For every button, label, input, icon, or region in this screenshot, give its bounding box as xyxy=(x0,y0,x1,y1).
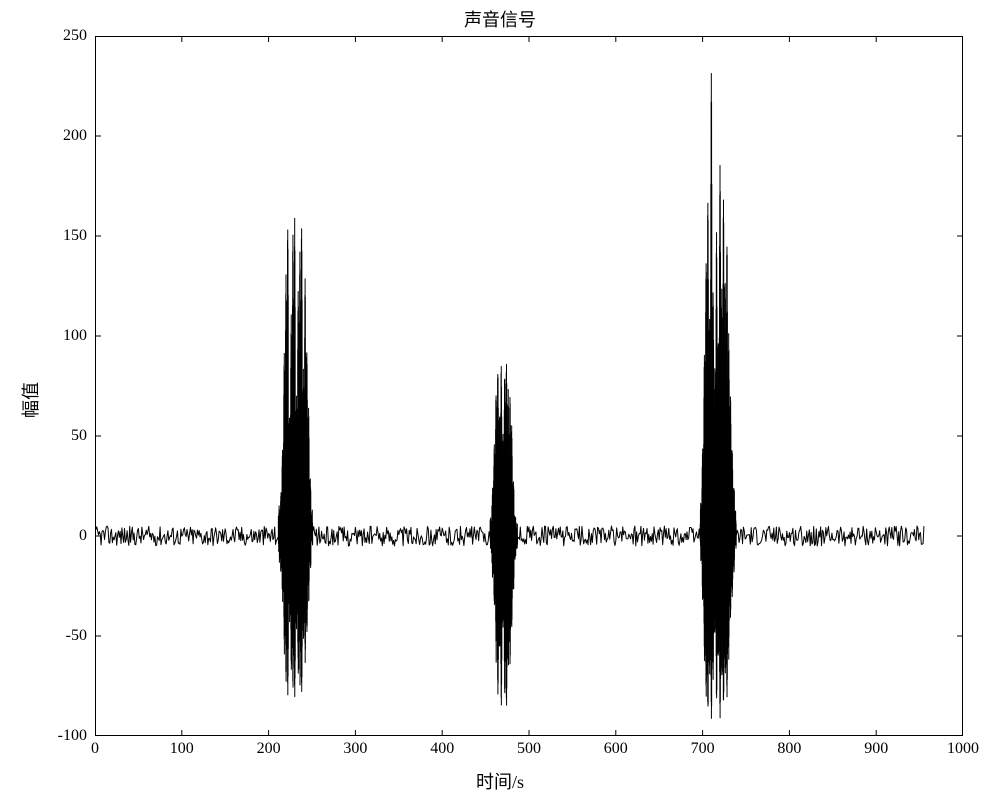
y-tick-label: 0 xyxy=(79,527,87,545)
x-tick-label: 600 xyxy=(604,740,628,758)
y-tick-label: 250 xyxy=(63,27,87,45)
x-tick-label: 300 xyxy=(343,740,367,758)
x-tick-label: 1000 xyxy=(947,740,979,758)
y-tick-label: 50 xyxy=(71,427,87,445)
y-tick-label: 200 xyxy=(63,127,87,145)
x-tick-label: 800 xyxy=(777,740,801,758)
y-tick-label: 100 xyxy=(63,327,87,345)
plot-area xyxy=(95,36,963,736)
x-tick-label: 100 xyxy=(170,740,194,758)
x-tick-label: 900 xyxy=(864,740,888,758)
chart-title: 声音信号 xyxy=(0,6,1000,32)
x-tick-label: 200 xyxy=(257,740,281,758)
figure: 声音信号 幅值 时间/s 010020030040050060070080090… xyxy=(0,0,1000,800)
x-tick-label: 500 xyxy=(517,740,541,758)
x-tick-label: 400 xyxy=(430,740,454,758)
x-tick-label: 700 xyxy=(691,740,715,758)
x-tick-label: 0 xyxy=(91,740,99,758)
y-axis-label: 幅值 xyxy=(17,382,43,418)
y-tick-label: -50 xyxy=(66,627,87,645)
x-axis-label: 时间/s xyxy=(0,768,1000,794)
y-tick-label: 150 xyxy=(63,227,87,245)
y-tick-label: -100 xyxy=(58,727,87,745)
